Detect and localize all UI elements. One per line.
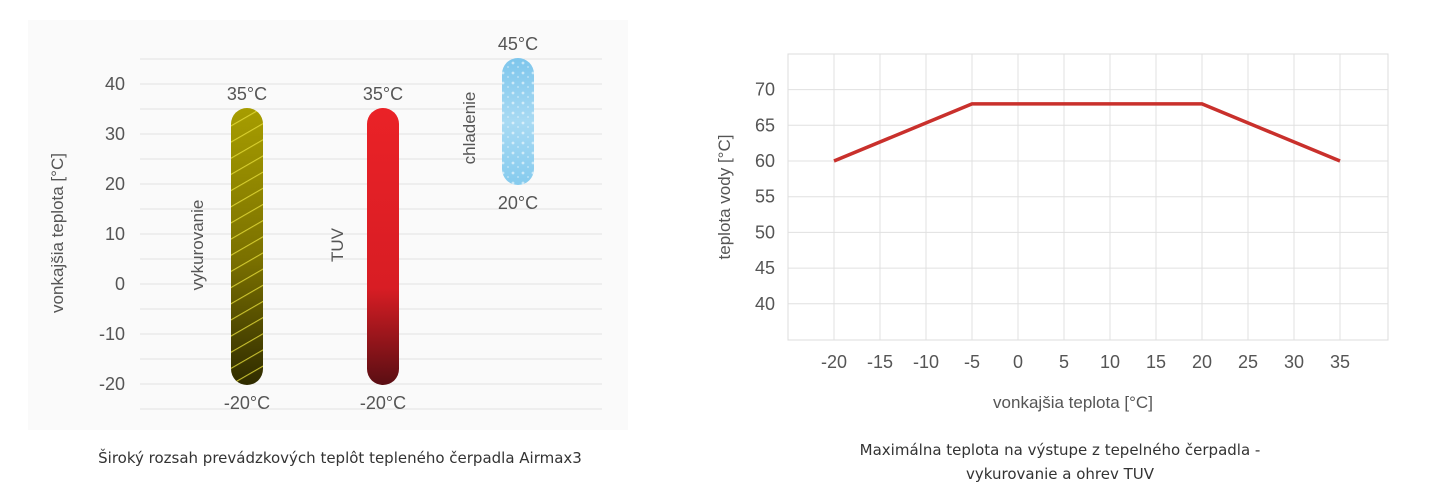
left-y-tick-label: 30 — [105, 124, 125, 144]
right-y-axis-label: teplota vody [°C] — [715, 135, 734, 260]
right-x-tick-label: -15 — [867, 352, 893, 372]
right-x-tick-label: -10 — [913, 352, 939, 372]
right-y-tick-label: 60 — [755, 151, 775, 171]
right-y-tick-label: 45 — [755, 258, 775, 278]
temperature-range-chart: 40 30 20 10 0 -10 -20 vonkajšia teplota [°C] 3… — [48, 34, 602, 413]
left-y-tick-label: 40 — [105, 74, 125, 94]
right-x-tick-label: -5 — [964, 352, 980, 372]
right-y-tick-label: 65 — [755, 115, 775, 135]
right-caption-line-1: Maximálna teplota na výstupe z tepelného… — [859, 441, 1261, 459]
range-series-label: TUV — [328, 227, 347, 262]
range-series-label: chladenie — [460, 92, 479, 165]
left-y-tick-label: 0 — [115, 274, 125, 294]
left-y-tick-label: 20 — [105, 174, 125, 194]
right-x-tick-label: 0 — [1013, 352, 1023, 372]
right-x-tick-label: 35 — [1330, 352, 1350, 372]
right-x-axis-label: vonkajšia teplota [°C] — [993, 393, 1153, 412]
left-y-tick-label: -20 — [99, 374, 125, 394]
range-low-label: 20°C — [498, 193, 538, 213]
range-bar-texture — [231, 108, 263, 385]
left-chart-caption: Široký rozsah prevádzkových teplôt teple… — [98, 449, 582, 467]
right-y-tick-label: 55 — [755, 187, 775, 207]
water-temperature-chart: 70 65 60 55 50 45 40 -20 -15 -10 -5 0 5 10 15 20 25 30 35… — [715, 53, 1389, 412]
right-chart-caption: Maximálna teplota na výstupe z tepelného… — [790, 438, 1330, 486]
right-x-tick-label: -20 — [821, 352, 847, 372]
right-x-tick-label: 15 — [1146, 352, 1166, 372]
range-bar-TUV — [367, 108, 399, 385]
range-bar-texture — [502, 58, 534, 185]
range-high-label: 35°C — [227, 84, 267, 104]
right-x-tick-label: 25 — [1238, 352, 1258, 372]
range-series-label: vykurovanie — [188, 200, 207, 291]
right-y-tick-label: 70 — [755, 80, 775, 100]
range-high-label: 45°C — [498, 34, 538, 54]
range-low-label: -20°C — [224, 393, 270, 413]
left-y-tick-label: 10 — [105, 224, 125, 244]
right-y-tick-label: 50 — [755, 222, 775, 242]
max-water-temperature-line — [833, 102, 1341, 163]
right-x-tick-label: 20 — [1192, 352, 1212, 372]
range-low-label: -20°C — [360, 393, 406, 413]
range-high-label: 35°C — [363, 84, 403, 104]
right-caption-line-2: vykurovanie a ohrev TUV — [966, 465, 1154, 483]
right-y-tick-label: 40 — [755, 294, 775, 314]
right-x-tick-label: 30 — [1284, 352, 1304, 372]
right-x-tick-label: 5 — [1059, 352, 1069, 372]
left-y-tick-label: -10 — [99, 324, 125, 344]
right-x-tick-label: 10 — [1100, 352, 1120, 372]
left-y-axis-label: vonkajšia teplota [°C] — [48, 153, 67, 313]
